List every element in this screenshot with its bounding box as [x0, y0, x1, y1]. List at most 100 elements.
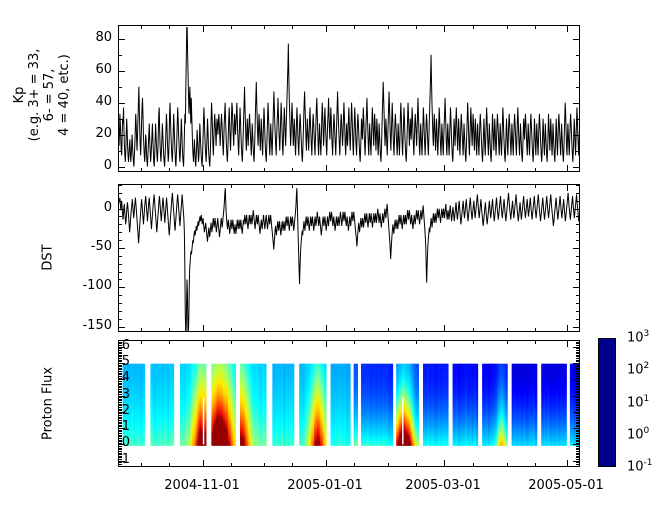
y-minor-tick	[576, 397, 579, 398]
y-minor-tick	[119, 240, 122, 241]
y-minor-tick	[119, 353, 122, 354]
x-minor-tick	[473, 463, 474, 466]
x-minor-tick	[507, 463, 508, 466]
x-minor-tick	[141, 26, 142, 29]
y-minor-tick	[119, 87, 122, 88]
y-minor-tick	[119, 383, 122, 384]
colorbar-minor-tick	[615, 405, 616, 406]
y-tick-label: 5	[121, 354, 130, 369]
y-minor-tick	[576, 279, 579, 280]
x-minor-tick	[231, 328, 232, 331]
data-trace	[119, 27, 579, 167]
y-minor-tick	[576, 353, 579, 354]
proton-flux-spectrogram-area	[119, 341, 579, 466]
y-minor-tick	[576, 119, 579, 120]
y-minor-tick	[119, 459, 122, 460]
y-minor-tick	[119, 381, 122, 382]
y-minor-tick	[576, 378, 579, 379]
x-minor-tick	[507, 168, 508, 171]
y-minor-tick	[576, 435, 579, 436]
x-major-tick	[444, 165, 445, 171]
x-minor-tick	[141, 185, 142, 188]
y-minor-tick	[119, 352, 122, 353]
y-major-tick	[573, 327, 579, 328]
y-minor-tick	[119, 371, 122, 372]
x-minor-tick	[169, 463, 170, 466]
y-major-tick	[573, 347, 579, 348]
y-minor-tick	[119, 405, 122, 406]
y-major-tick	[119, 347, 125, 348]
x-minor-tick	[416, 463, 417, 466]
colorbar-minor-tick	[615, 346, 616, 347]
y-minor-tick	[119, 441, 122, 442]
colorbar-label-mantissa: 10	[627, 362, 644, 378]
y-minor-tick	[119, 417, 122, 418]
y-minor-tick	[119, 193, 122, 194]
y-minor-tick	[119, 423, 122, 424]
colorbar-minor-tick	[615, 408, 616, 409]
y-minor-tick	[119, 394, 122, 395]
y-minor-tick	[119, 256, 122, 257]
y-minor-tick	[576, 350, 579, 351]
colorbar-label-exponent: 2	[643, 361, 650, 371]
x-minor-tick	[535, 341, 536, 344]
y-minor-tick	[119, 355, 122, 356]
y-minor-tick	[119, 386, 122, 387]
y-minor-tick	[119, 399, 122, 400]
y-minor-tick	[119, 413, 122, 414]
colorbar-label-exponent: 0	[643, 426, 650, 436]
x-major-tick	[444, 26, 445, 32]
x-minor-tick	[169, 26, 170, 29]
x-minor-tick	[354, 328, 355, 331]
y-tick-label: 0	[121, 435, 130, 450]
x-minor-tick	[388, 328, 389, 331]
y-minor-tick	[576, 55, 579, 56]
y-major-tick	[119, 209, 125, 210]
y-minor-tick	[576, 352, 579, 353]
y-minor-tick	[119, 430, 122, 431]
y-minor-tick	[576, 272, 579, 273]
y-minor-tick	[119, 451, 122, 452]
y-minor-tick	[119, 448, 122, 449]
y-minor-tick	[119, 456, 122, 457]
y-minor-tick	[576, 441, 579, 442]
y-minor-tick	[119, 454, 122, 455]
y-minor-tick	[119, 279, 122, 280]
y-major-tick	[573, 135, 579, 136]
y-minor-tick	[119, 365, 122, 366]
x-minor-tick	[535, 328, 536, 331]
y-major-tick	[119, 135, 125, 136]
x-minor-tick	[231, 341, 232, 344]
x-minor-tick	[292, 168, 293, 171]
y-minor-tick	[119, 368, 122, 369]
y-tick-label: -100	[82, 278, 112, 293]
colorbar-major-tick	[615, 436, 616, 437]
y-minor-tick	[576, 438, 579, 439]
kp-axis-title: Kp (e.g. 3+ = 33, 6- = 57, 4 = 40, etc.)	[12, 48, 72, 141]
y-minor-tick	[119, 418, 122, 419]
x-major-tick	[203, 26, 204, 32]
y-minor-tick	[119, 350, 122, 351]
x-minor-tick	[169, 328, 170, 331]
y-minor-tick	[576, 459, 579, 460]
x-minor-tick	[169, 341, 170, 344]
x-minor-tick	[416, 26, 417, 29]
y-minor-tick	[119, 374, 122, 375]
y-minor-tick	[576, 384, 579, 385]
y-minor-tick	[576, 369, 579, 370]
y-major-tick	[119, 444, 125, 445]
colorbar-label-mantissa: 10	[627, 330, 644, 346]
x-minor-tick	[264, 168, 265, 171]
y-major-tick	[119, 461, 125, 462]
x-major-tick	[444, 185, 445, 191]
y-minor-tick	[576, 443, 579, 444]
y-tick-label: 80	[95, 30, 112, 45]
colorbar-minor-tick	[615, 426, 616, 427]
y-minor-tick	[119, 343, 122, 344]
x-major-tick	[326, 341, 327, 347]
y-minor-tick	[119, 462, 122, 463]
y-tick-label: 0	[103, 158, 112, 173]
colorbar-minor-tick	[615, 340, 616, 341]
y-minor-tick	[576, 381, 579, 382]
y-minor-tick	[576, 404, 579, 405]
